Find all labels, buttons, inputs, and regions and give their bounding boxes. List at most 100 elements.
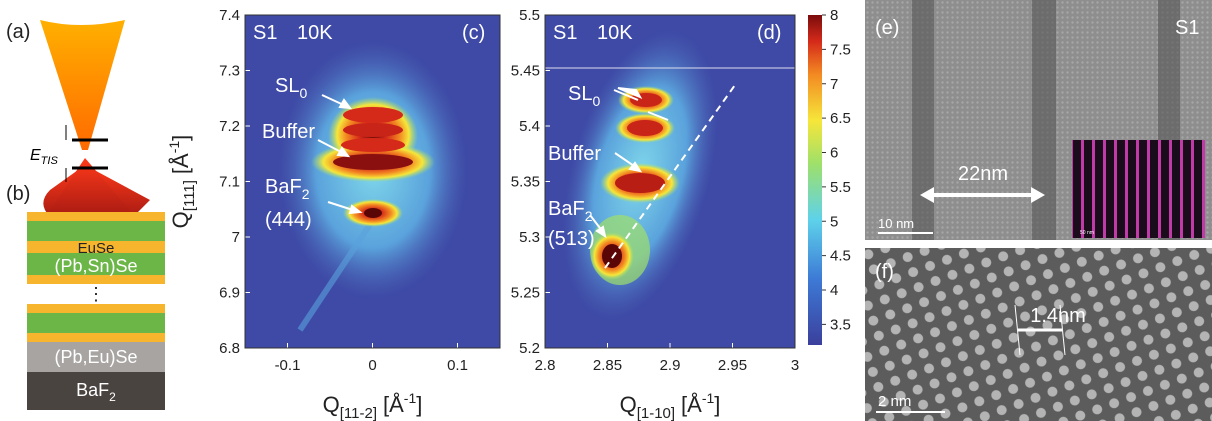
colorbar-tick-label: 7.5 xyxy=(830,41,851,58)
annotation: (444) xyxy=(265,209,312,231)
colorbar-tick-label: 8 xyxy=(830,7,838,24)
axis-label: Q[111] [Å-1] xyxy=(166,135,198,229)
y-tick-label: 7.4 xyxy=(219,7,240,24)
width-arrow xyxy=(920,187,1045,203)
x-tick-label: 3 xyxy=(791,357,799,374)
x-tick-label: 0.1 xyxy=(447,357,468,374)
inset-map xyxy=(1072,140,1205,238)
annotation-text: Buffer xyxy=(548,143,601,165)
width-label: 22nm xyxy=(958,163,1008,185)
y-tick-label: 6.9 xyxy=(219,285,240,302)
panel-label: (c) xyxy=(462,22,485,44)
colorbar-tick-label: 5.5 xyxy=(830,179,851,196)
sample-label: S1 xyxy=(253,22,277,44)
x-tick-label: 2.85 xyxy=(593,357,622,374)
x-tick-label: 2.9 xyxy=(660,357,681,374)
panel-label: (b) xyxy=(6,183,30,205)
axis-subscript: [111] xyxy=(181,180,198,211)
y-tick-label: 5.5 xyxy=(519,7,540,24)
annotation-text: (444) xyxy=(265,209,312,231)
axis-unit-close: ] xyxy=(168,135,193,141)
axis-subscript: [11-2] xyxy=(340,405,377,421)
sample-label: S1 xyxy=(1175,17,1199,39)
annotation-text: SL xyxy=(275,75,299,97)
annotation-arrows xyxy=(317,87,669,239)
sample-label: S1 xyxy=(553,22,577,44)
colorbar-tick-label: 6 xyxy=(830,145,838,162)
colorbar-tick-label: 7 xyxy=(830,76,838,93)
y-tick-label: 5.35 xyxy=(511,174,540,191)
y-tick-label: 5.25 xyxy=(511,285,540,302)
annotation: SL0 xyxy=(568,83,600,109)
panel-label: (f) xyxy=(875,261,894,283)
annotation: Buffer xyxy=(548,143,601,165)
y-tick-label: 5.45 xyxy=(511,63,540,80)
annotation-subscript: 0 xyxy=(592,93,600,109)
dashed-line xyxy=(604,84,736,269)
layer-label: ⋮ xyxy=(87,284,105,304)
spacing-marker xyxy=(1014,304,1021,356)
axis-unit: [Å xyxy=(681,392,702,417)
annotation-subscript: 0 xyxy=(299,85,307,101)
annotation-text: (513) xyxy=(548,228,595,250)
intensity-map xyxy=(562,28,718,322)
colorbar-tick-label: 6.5 xyxy=(830,110,851,127)
y-tick-label: 7.2 xyxy=(219,118,240,135)
axis-symbol: Q xyxy=(323,392,340,417)
layer-label: (Pb,Eu)Se xyxy=(54,347,137,367)
y-tick-label: 7.1 xyxy=(219,174,240,191)
x-tick-label: -0.1 xyxy=(275,357,301,374)
annotation-subscript: 2 xyxy=(585,208,593,224)
y-tick-label: 7.3 xyxy=(219,63,240,80)
conduction-cone xyxy=(40,20,125,150)
panel-label: (d) xyxy=(757,22,781,44)
annotation: BaF2 xyxy=(548,198,593,224)
axis-symbol: Q xyxy=(620,392,637,417)
plot-frame xyxy=(244,14,501,349)
y-tick-label: 7 xyxy=(232,229,240,246)
panel-label: (a) xyxy=(6,21,30,43)
axis-unit-sup: -1 xyxy=(702,390,715,406)
panel-label: (e) xyxy=(875,17,899,39)
x-tick-label: 0 xyxy=(368,357,376,374)
superlattice-bands xyxy=(912,0,1180,240)
annotation-subscript: 2 xyxy=(302,186,310,202)
annotation: Buffer xyxy=(262,121,315,143)
temperature-label: 10K xyxy=(597,22,633,44)
axis-unit-close: ] xyxy=(714,392,720,417)
y-tick-label: 6.8 xyxy=(219,340,240,357)
colorbar xyxy=(808,15,822,345)
annotation: (513) xyxy=(548,228,595,250)
axis-subscript: [1-10] xyxy=(637,405,675,421)
substrate-label: BaF2 xyxy=(76,380,116,404)
y-tick-label: 5.4 xyxy=(519,118,540,135)
colorbar-tick-label: 5 xyxy=(830,213,838,230)
layer-label: (Pb,Sn)Se xyxy=(54,256,137,276)
spacing-marker xyxy=(1059,304,1066,356)
spacing-label: 1.4nm xyxy=(1030,305,1086,327)
layer-label: EuSe xyxy=(78,240,115,257)
axis-unit: [Å xyxy=(168,153,193,174)
plot-frame xyxy=(544,14,796,349)
temperature-label: 10K xyxy=(297,22,333,44)
layer-stack xyxy=(27,212,165,410)
axis-unit: [Å xyxy=(383,392,404,417)
inset-scale: 50 nm xyxy=(1080,230,1094,236)
colorbar-tick-label: 4.5 xyxy=(830,248,851,265)
annotation: BaF2 xyxy=(265,176,310,202)
annotation-text: BaF xyxy=(265,176,302,198)
axis-unit-sup: -1 xyxy=(404,390,417,406)
scale-label: 2 nm xyxy=(878,393,911,410)
scale-label: 10 nm xyxy=(878,216,914,231)
axis-unit-close: ] xyxy=(416,392,422,417)
axis-label: Q[11-2] [Å-1] xyxy=(323,390,423,421)
micrograph xyxy=(865,248,1212,421)
x-tick-label: 2.95 xyxy=(718,357,747,374)
energy-label: ETIS xyxy=(30,147,58,167)
axis-symbol: Q xyxy=(168,211,193,228)
y-tick-label: 5.3 xyxy=(519,229,540,246)
annotation-text: SL xyxy=(568,83,592,105)
colorbar-tick-label: 4 xyxy=(830,282,838,299)
annotation: SL0 xyxy=(275,75,307,101)
